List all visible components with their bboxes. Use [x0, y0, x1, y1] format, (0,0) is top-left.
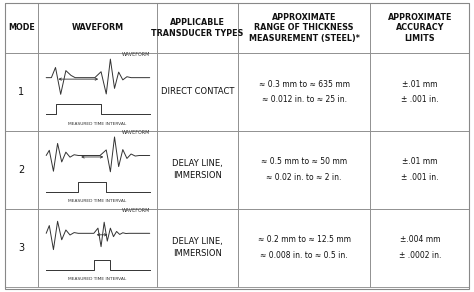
Text: WAVEFORM: WAVEFORM	[121, 208, 150, 213]
Text: ≈ 0.008 in. to ≈ 0.5 in.: ≈ 0.008 in. to ≈ 0.5 in.	[260, 251, 348, 260]
Bar	[156, 209, 238, 286]
Text: MEASURED TIME INTERVAL: MEASURED TIME INTERVAL	[68, 277, 127, 281]
Bar	[238, 53, 370, 131]
Text: APPROXIMATE
RANGE OF THICKNESS
MEASUREMENT (STEEL)*: APPROXIMATE RANGE OF THICKNESS MEASUREME…	[249, 13, 360, 43]
Text: MODE: MODE	[8, 23, 35, 32]
Text: ≈ 0.2 mm to ≈ 12.5 mm: ≈ 0.2 mm to ≈ 12.5 mm	[258, 235, 351, 244]
Bar	[238, 131, 370, 209]
Bar	[370, 209, 469, 286]
Text: ≈ 0.3 mm to ≈ 635 mm: ≈ 0.3 mm to ≈ 635 mm	[259, 80, 350, 89]
Text: ≈ 0.5 mm to ≈ 50 mm: ≈ 0.5 mm to ≈ 50 mm	[261, 157, 347, 166]
Bar	[370, 53, 469, 131]
Text: WAVEFORM: WAVEFORM	[72, 23, 123, 32]
Text: DELAY LINE,
IMMERSION: DELAY LINE, IMMERSION	[172, 237, 223, 258]
Text: 1: 1	[18, 87, 25, 97]
Bar	[156, 131, 238, 209]
Bar	[156, 3, 238, 53]
Bar	[370, 131, 469, 209]
Text: ≈ 0.012 in. to ≈ 25 in.: ≈ 0.012 in. to ≈ 25 in.	[262, 95, 346, 104]
Text: APPLICABLE
TRANSDUCER TYPES: APPLICABLE TRANSDUCER TYPES	[151, 18, 244, 38]
Text: DELAY LINE,
IMMERSION: DELAY LINE, IMMERSION	[172, 159, 223, 180]
Text: APPROXIMATE
ACCURACY
LIMITS: APPROXIMATE ACCURACY LIMITS	[388, 13, 452, 43]
Bar	[5, 131, 38, 209]
Text: DIRECT CONTACT: DIRECT CONTACT	[161, 87, 234, 96]
Bar	[370, 3, 469, 53]
Text: ± .001 in.: ± .001 in.	[401, 173, 438, 182]
Bar	[38, 209, 156, 286]
Text: ≈ 0.02 in. to ≈ 2 in.: ≈ 0.02 in. to ≈ 2 in.	[266, 173, 342, 182]
Bar	[38, 3, 156, 53]
Text: ±.004 mm: ±.004 mm	[400, 235, 440, 244]
Bar	[5, 53, 38, 131]
Text: MEASURED TIME INTERVAL: MEASURED TIME INTERVAL	[68, 121, 127, 126]
Bar	[238, 209, 370, 286]
Bar	[156, 53, 238, 131]
Bar	[38, 53, 156, 131]
Bar	[5, 209, 38, 286]
Text: ± .0002 in.: ± .0002 in.	[399, 251, 441, 260]
Text: WAVEFORM: WAVEFORM	[121, 52, 150, 57]
Text: ±.01 mm: ±.01 mm	[402, 80, 438, 89]
Text: ±.01 mm: ±.01 mm	[402, 157, 438, 166]
Text: 2: 2	[18, 165, 25, 175]
Text: MEASURED TIME INTERVAL: MEASURED TIME INTERVAL	[68, 199, 127, 204]
Bar	[238, 3, 370, 53]
Text: WAVEFORM: WAVEFORM	[121, 130, 150, 135]
Text: 3: 3	[18, 243, 25, 253]
Bar	[38, 131, 156, 209]
Bar	[5, 3, 38, 53]
Text: ± .001 in.: ± .001 in.	[401, 95, 438, 104]
